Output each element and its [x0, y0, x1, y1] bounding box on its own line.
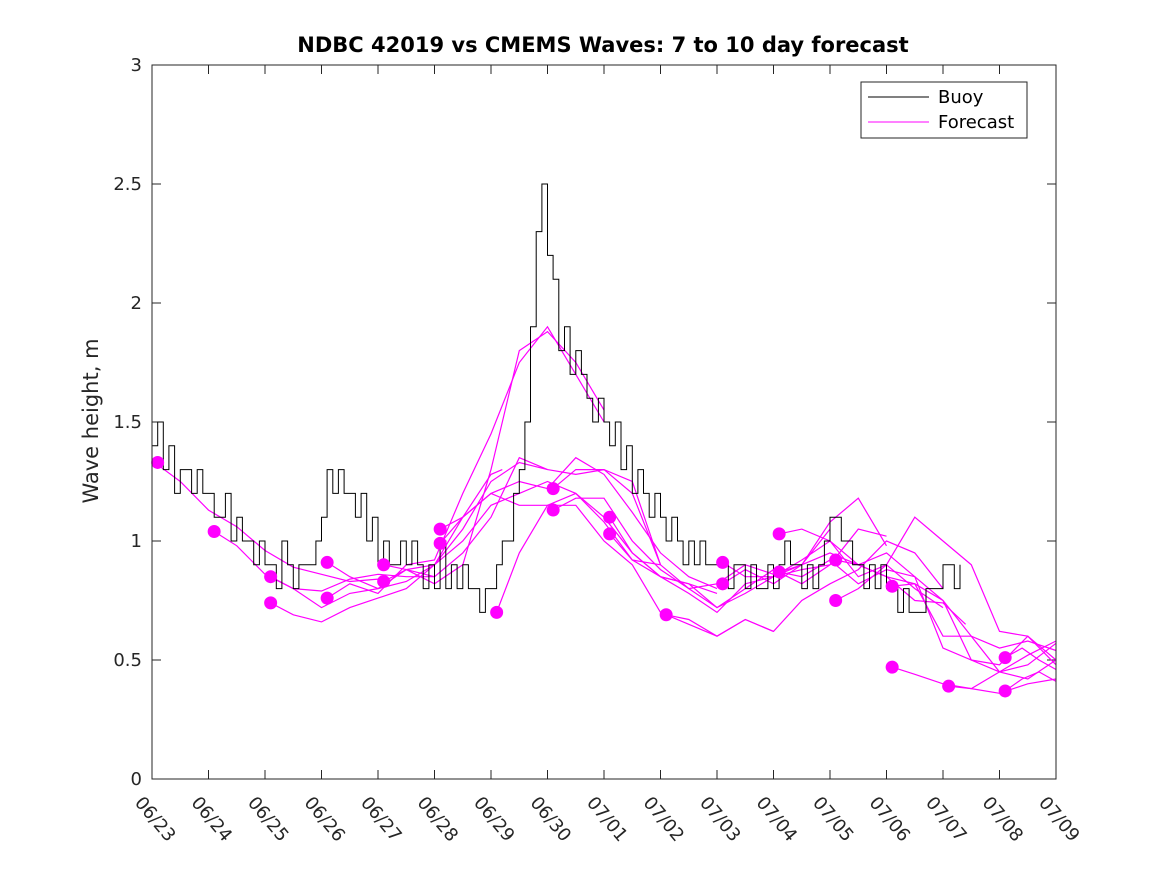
buoy-line [152, 183, 961, 613]
forecast-start-marker [716, 577, 730, 591]
forecast-start-marker [264, 570, 278, 584]
forecast-start-marker [942, 679, 956, 693]
forecast-start-marker [377, 558, 391, 572]
forecast-line [665, 540, 944, 637]
plot-area [151, 183, 1057, 698]
forecast-line [270, 469, 503, 609]
forecast-start-marker [659, 608, 673, 622]
forecast-start-marker [998, 651, 1012, 665]
forecast-line [326, 325, 605, 599]
legend-box [860, 81, 1028, 139]
y-tick-label: 3 [131, 55, 142, 76]
forecast-start-marker [320, 555, 334, 569]
forecast-start-marker [377, 574, 391, 588]
y-tick-label: 0.5 [113, 650, 142, 671]
forecast-start-marker [603, 510, 617, 524]
forecast-start-marker [603, 527, 617, 541]
y-tick-label: 0 [131, 769, 142, 790]
forecast-start-marker [546, 482, 560, 496]
legend-label-buoy: Buoy [938, 87, 984, 108]
forecast-start-marker [490, 605, 504, 619]
y-tick-label: 2 [131, 293, 142, 314]
forecast-start-marker [207, 524, 221, 538]
forecast-line [1004, 647, 1057, 671]
forecast-line [892, 583, 1057, 673]
forecast-line [722, 552, 967, 625]
y-axis-label: Wave height, m [79, 338, 103, 503]
y-tick-label: 1.5 [113, 412, 142, 433]
forecast-start-marker [829, 594, 843, 607]
axes-box [151, 64, 1057, 780]
y-tick-labels: 0 0.5 1 1.5 2 2.5 3 [113, 55, 142, 790]
y-tick-label: 2.5 [113, 174, 142, 195]
forecast-start-marker [716, 555, 730, 569]
chart-title: NDBC 42019 vs CMEMS Waves: 7 to 10 day f… [297, 33, 908, 57]
forecast-start-marker [772, 527, 786, 541]
forecast-start-marker [998, 684, 1012, 698]
forecast-start-marker [151, 455, 165, 469]
forecast-line [835, 516, 1057, 666]
legend: Buoy Forecast [860, 81, 1028, 139]
forecast-start-marker [264, 596, 278, 610]
forecast-start-marker [433, 522, 447, 536]
forecast-start-marker [829, 553, 843, 567]
forecast-line [270, 461, 548, 623]
forecast-line [383, 456, 662, 578]
forecast-start-marker [885, 579, 899, 593]
forecast-line [948, 640, 1057, 690]
forecast-start-marker [433, 536, 447, 550]
forecast-start-marker [546, 503, 560, 517]
forecast-start-marker [772, 565, 786, 579]
y-tick-label: 1 [131, 531, 142, 552]
forecast-start-marker [320, 591, 334, 605]
legend-label-forecast: Forecast [938, 112, 1014, 133]
forecast-start-marker [885, 660, 899, 674]
forecast-line [1004, 671, 1057, 692]
